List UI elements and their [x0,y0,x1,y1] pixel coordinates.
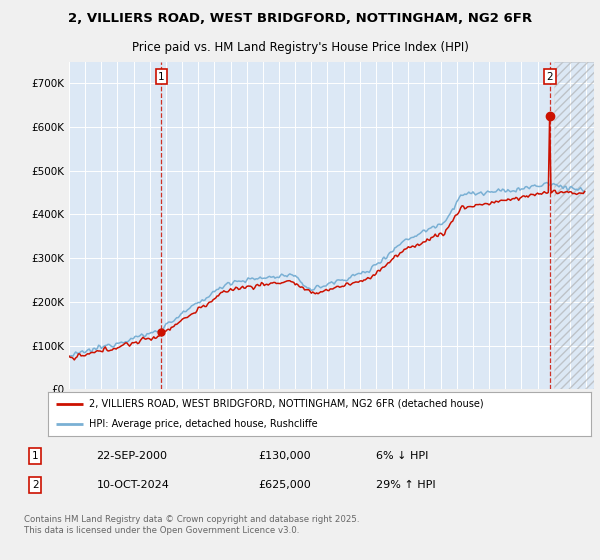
Text: 10-OCT-2024: 10-OCT-2024 [97,480,169,490]
Text: £625,000: £625,000 [259,480,311,490]
Text: 2: 2 [547,72,553,82]
Text: £130,000: £130,000 [259,451,311,461]
Text: 29% ↑ HPI: 29% ↑ HPI [376,480,435,490]
Text: Contains HM Land Registry data © Crown copyright and database right 2025.
This d: Contains HM Land Registry data © Crown c… [24,515,359,535]
Text: 1: 1 [158,72,165,82]
Text: 1: 1 [32,451,38,461]
Text: Price paid vs. HM Land Registry's House Price Index (HPI): Price paid vs. HM Land Registry's House … [131,41,469,54]
Bar [554,62,594,389]
Text: 2, VILLIERS ROAD, WEST BRIDGFORD, NOTTINGHAM, NG2 6FR (detached house): 2, VILLIERS ROAD, WEST BRIDGFORD, NOTTIN… [89,399,484,409]
Text: 22-SEP-2000: 22-SEP-2000 [97,451,167,461]
Text: 2: 2 [32,480,38,490]
Text: 2, VILLIERS ROAD, WEST BRIDGFORD, NOTTINGHAM, NG2 6FR: 2, VILLIERS ROAD, WEST BRIDGFORD, NOTTIN… [68,12,532,25]
Text: 6% ↓ HPI: 6% ↓ HPI [376,451,428,461]
Text: HPI: Average price, detached house, Rushcliffe: HPI: Average price, detached house, Rush… [89,419,317,429]
